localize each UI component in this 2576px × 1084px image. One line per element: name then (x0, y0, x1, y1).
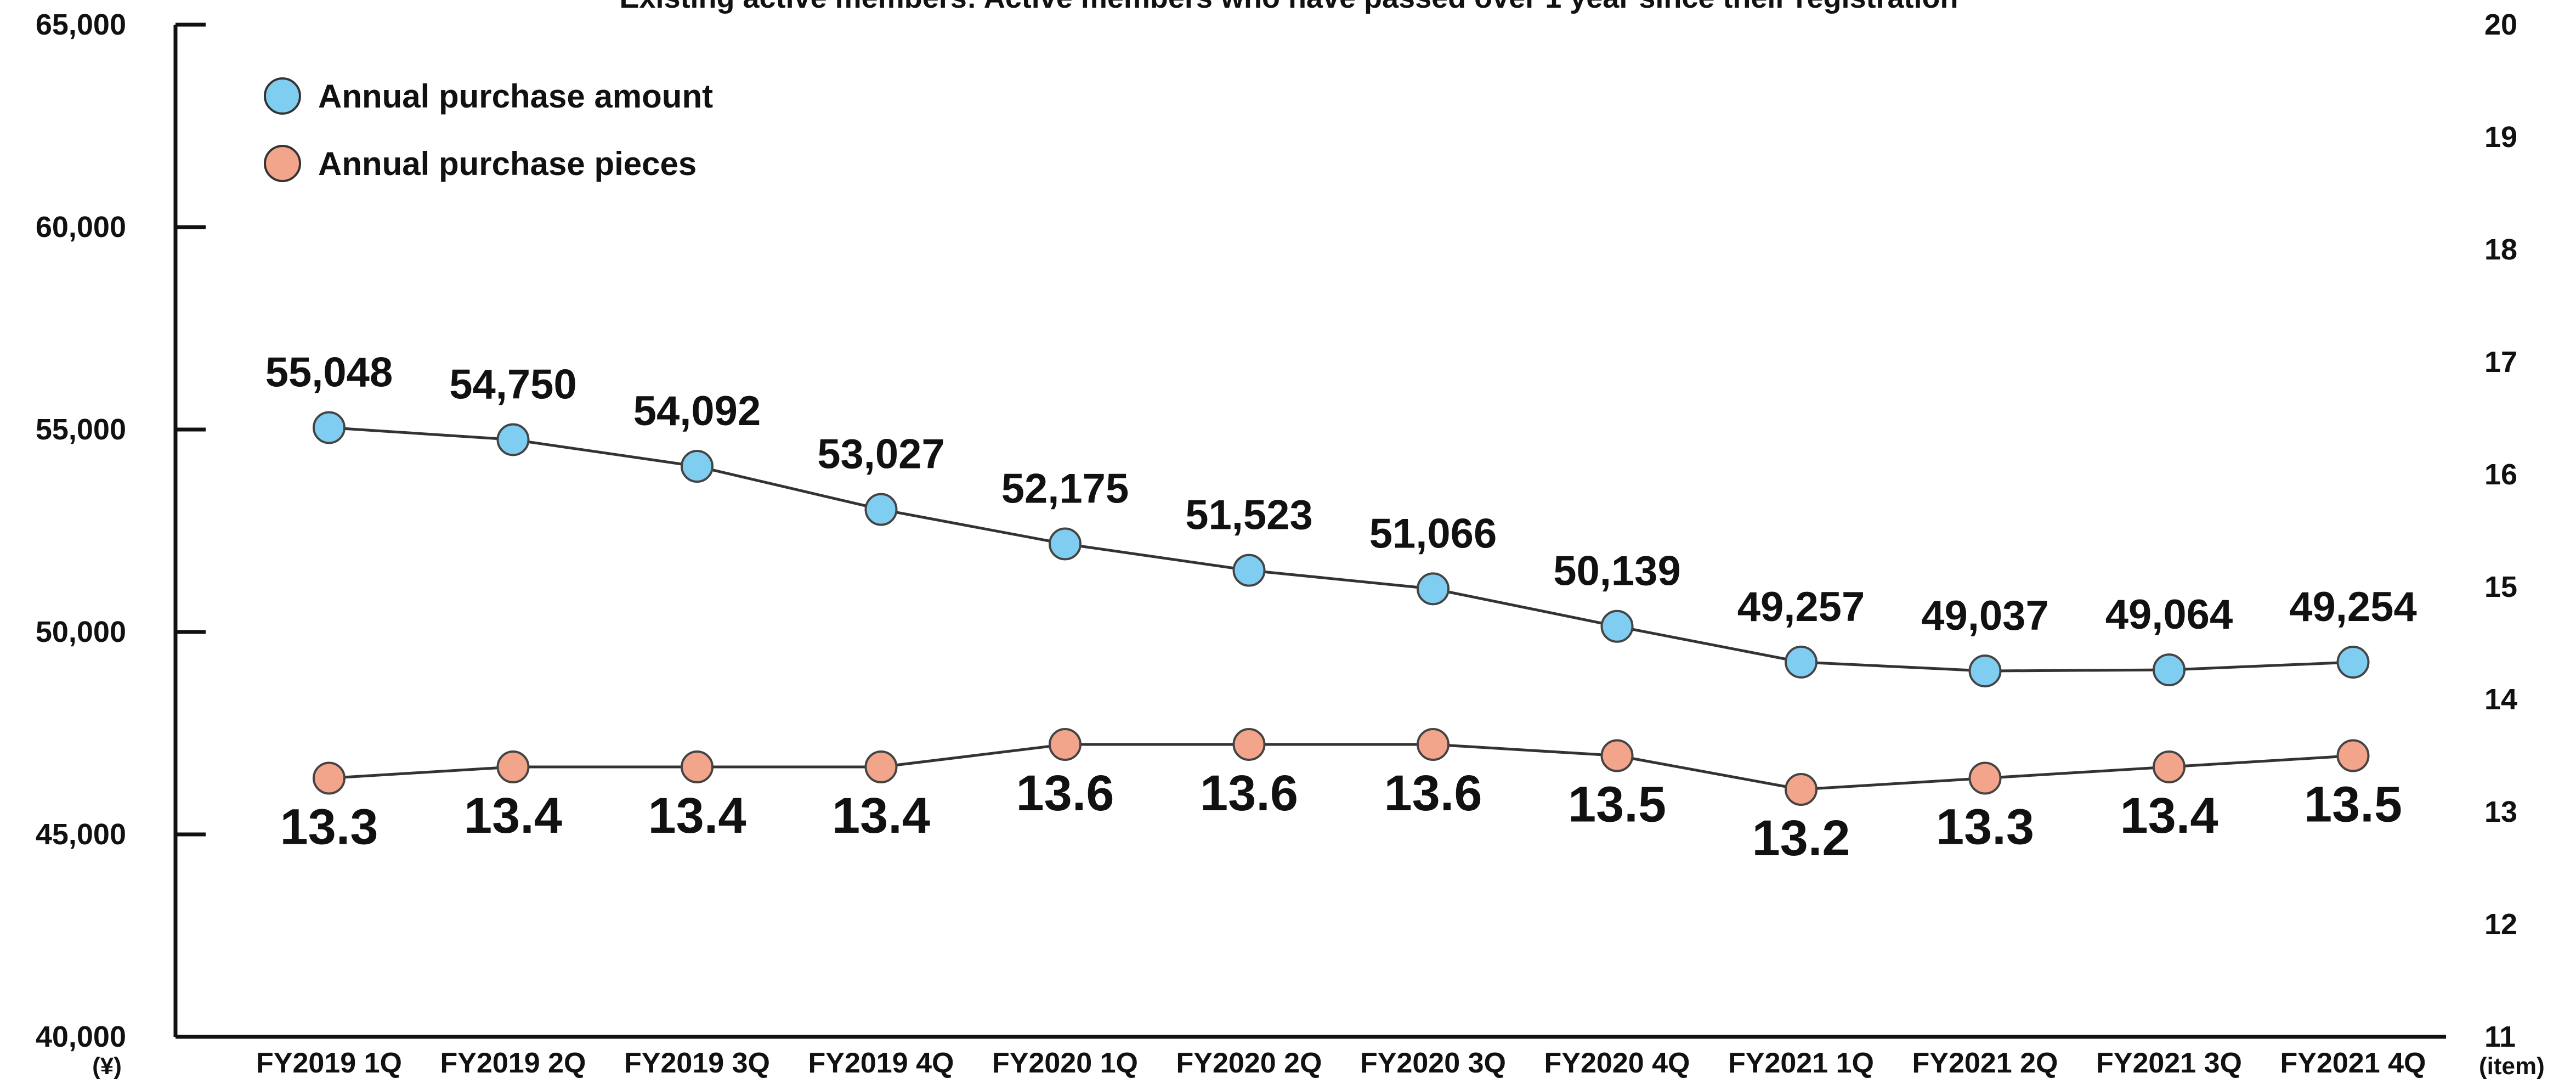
data-label-pieces: 13.5 (1568, 777, 1666, 833)
data-label-amount: 55,048 (265, 349, 393, 396)
data-label-pieces: 13.3 (1936, 799, 2034, 855)
y-right-tick-label: 11 (2484, 1020, 2516, 1053)
x-tick-label: FY2021 4Q (2280, 1047, 2426, 1079)
data-label-pieces: 13.6 (1200, 765, 1298, 821)
y-right-tick-label: 15 (2484, 571, 2517, 603)
data-label-amount: 51,066 (1369, 510, 1497, 557)
y-right-tick-label: 17 (2484, 346, 2517, 379)
y-right-tick-label: 12 (2484, 908, 2517, 941)
data-label-amount: 52,175 (1001, 465, 1129, 512)
data-point-pieces (496, 750, 530, 783)
data-point-pieces (1968, 761, 2002, 795)
data-point-pieces (2153, 750, 2186, 783)
data-label-pieces: 13.3 (280, 799, 378, 855)
data-label-pieces: 13.4 (832, 788, 930, 844)
x-tick-label: FY2020 1Q (992, 1047, 1138, 1079)
data-label-pieces: 13.5 (2304, 777, 2402, 833)
y-right-tick-label: 13 (2484, 795, 2517, 828)
x-tick-label: FY2019 2Q (440, 1047, 586, 1079)
data-point-pieces (681, 750, 714, 783)
chart-subtitle: Existing active members: Active members … (619, 0, 1958, 14)
y-right-tick-label: 20 (2484, 8, 2517, 41)
x-tick-label: FY2021 2Q (1912, 1047, 2058, 1079)
data-point-amount (1232, 554, 1266, 587)
data-point-amount (496, 423, 530, 456)
y-right-tick-label: 14 (2484, 683, 2517, 716)
data-point-pieces (2336, 739, 2370, 772)
x-tick-label: FY2019 3Q (624, 1047, 770, 1079)
legend-swatch-amount (264, 77, 301, 115)
data-label-amount: 49,257 (1737, 584, 1865, 630)
data-point-amount (1600, 609, 1634, 643)
data-point-amount (2153, 653, 2186, 687)
data-point-pieces (1232, 728, 1266, 761)
data-label-amount: 53,027 (817, 431, 944, 478)
x-tick-label: FY2019 1Q (256, 1047, 402, 1079)
series-line-amount (329, 426, 2353, 673)
data-point-amount (681, 450, 714, 483)
y-left-tick-label: 55,000 (36, 413, 126, 446)
data-label-amount: 50,139 (1553, 548, 1680, 595)
y-left-tick-label: 40,000 (36, 1020, 126, 1053)
data-label-amount: 54,750 (449, 361, 576, 408)
y-left-tick-label: 65,000 (36, 8, 126, 41)
data-point-pieces (313, 761, 346, 795)
data-point-amount (1785, 645, 1818, 679)
data-label-pieces: 13.4 (648, 788, 746, 844)
y-left-tick-label: 45,000 (36, 818, 126, 851)
x-tick-label: FY2021 3Q (2096, 1047, 2242, 1079)
data-point-amount (1049, 527, 1082, 561)
data-label-pieces: 13.2 (1752, 810, 1850, 866)
y-left-unit: (¥) (92, 1053, 122, 1080)
data-point-amount (2336, 646, 2370, 679)
data-point-pieces (1049, 728, 1082, 761)
legend-label-amount: Annual purchase amount (318, 78, 713, 115)
y-right-tick-label: 16 (2484, 458, 2517, 491)
data-label-amount: 49,254 (2289, 584, 2416, 630)
y-left-tick-label: 50,000 (36, 616, 126, 648)
data-label-pieces: 13.4 (464, 788, 562, 844)
y-right-unit: (item) (2479, 1053, 2545, 1080)
data-label-pieces: 13.6 (1016, 765, 1114, 821)
y-right-tick-label: 18 (2484, 233, 2517, 266)
data-label-amount: 51,523 (1185, 492, 1312, 539)
x-tick-label: FY2020 2Q (1176, 1047, 1322, 1079)
legend-label-pieces: Annual purchase pieces (318, 145, 697, 182)
series-line-pieces (329, 743, 2353, 791)
data-point-pieces (1785, 773, 1818, 806)
x-tick-label: FY2020 4Q (1544, 1047, 1690, 1079)
data-label-amount: 54,092 (633, 388, 761, 434)
data-label-pieces: 13.6 (1384, 765, 1482, 821)
legend-swatch-pieces (264, 145, 301, 182)
data-point-pieces (1417, 728, 1450, 761)
data-label-pieces: 13.4 (2120, 788, 2218, 844)
data-label-amount: 49,037 (1921, 592, 2048, 639)
x-tick-label: FY2021 1Q (1728, 1047, 1874, 1079)
y-left-tick-label: 60,000 (36, 211, 126, 244)
data-point-amount (313, 411, 346, 444)
y-right-tick-label: 19 (2484, 121, 2517, 154)
data-point-pieces (1600, 739, 1634, 772)
legend: Annual purchase amount Annual purchase p… (264, 77, 713, 182)
data-point-amount (1968, 654, 2002, 688)
x-tick-label: FY2020 3Q (1360, 1047, 1506, 1079)
data-point-pieces (864, 750, 898, 783)
x-tick-label: FY2019 4Q (808, 1047, 954, 1079)
data-label-amount: 49,064 (2105, 591, 2233, 638)
data-point-amount (1417, 572, 1450, 606)
data-point-amount (864, 493, 898, 526)
